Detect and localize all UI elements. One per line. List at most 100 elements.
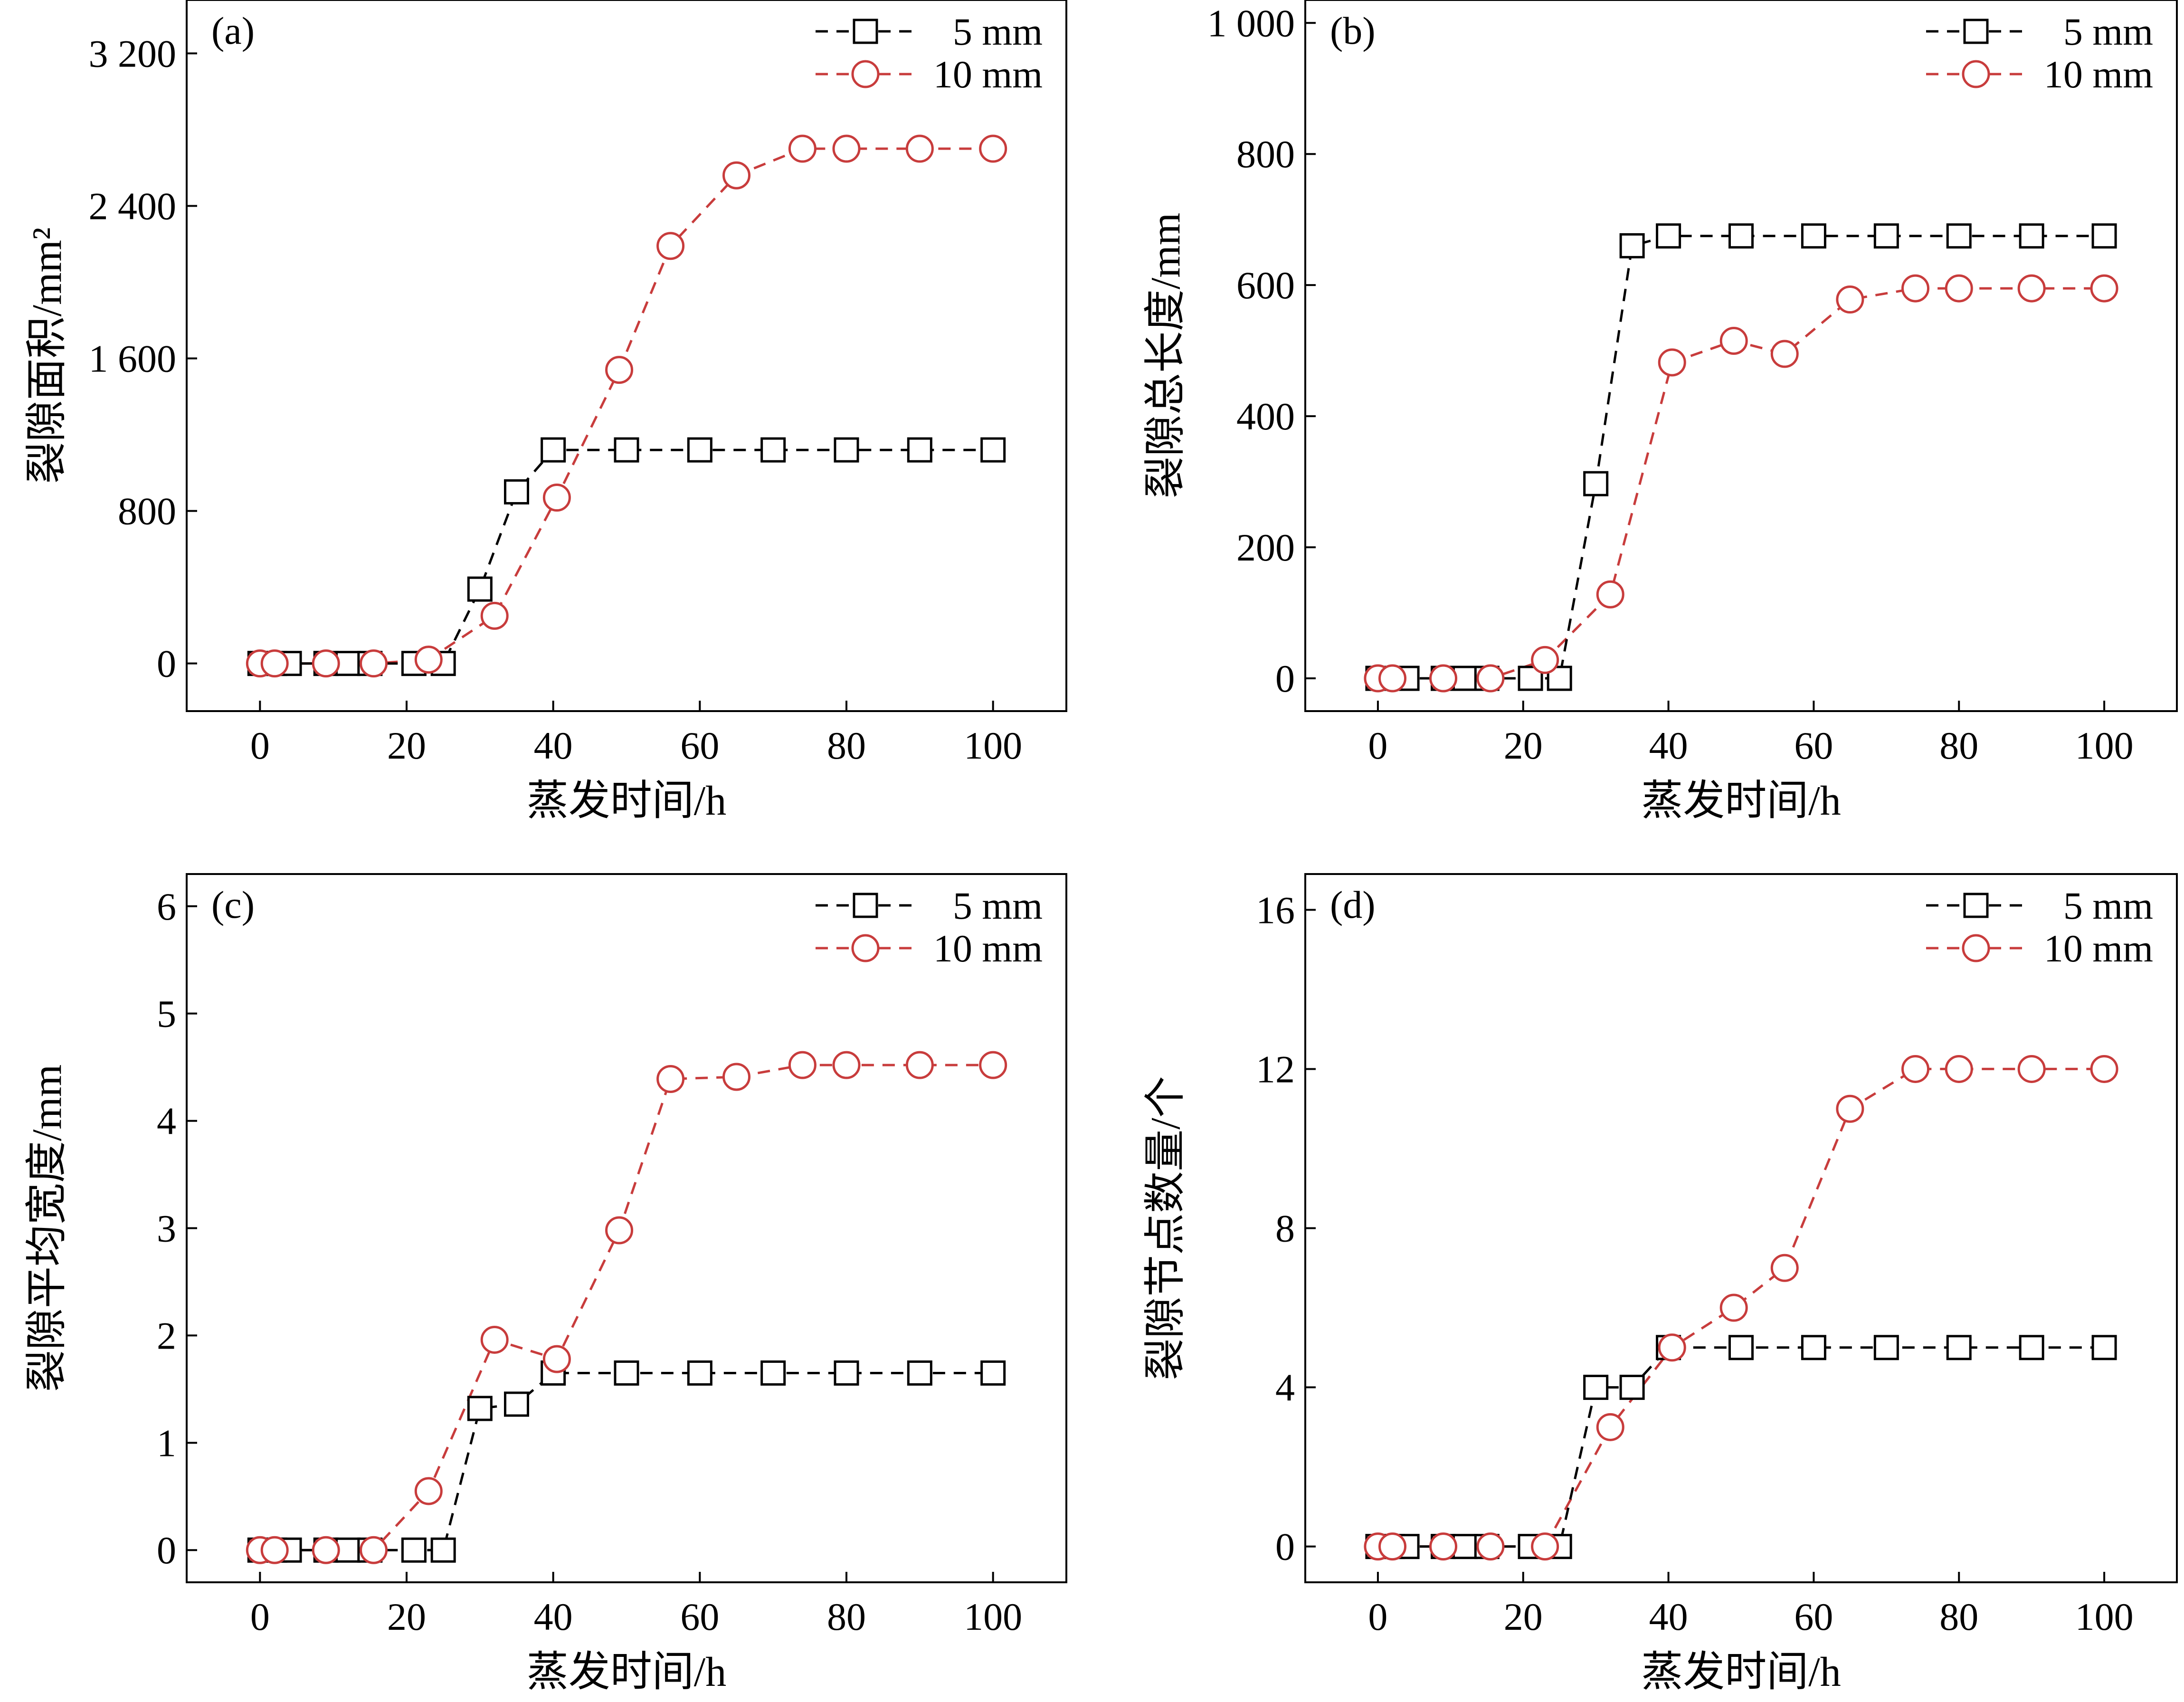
- y-tick-label-b: 600: [1236, 264, 1295, 307]
- y-tick-label-b: 800: [1236, 133, 1295, 176]
- legend-marker-10mm-d: [1962, 934, 1990, 962]
- series-line-5mm-d: [1377, 1346, 2105, 1548]
- legend-label-5mm-a: 5 mm: [953, 10, 1043, 53]
- x-tick-label-a: 40: [534, 724, 573, 767]
- data-point-10mm-d: [1429, 1532, 1458, 1561]
- data-point-5mm-c: [907, 1360, 932, 1386]
- data-point-10mm-c: [312, 1536, 340, 1564]
- data-point-10mm-c: [722, 1063, 750, 1091]
- data-point-10mm-b: [1719, 326, 1748, 355]
- data-point-10mm-c: [260, 1536, 289, 1564]
- data-point-10mm-b: [2090, 274, 2118, 303]
- x-tick-label-b: 0: [1368, 724, 1387, 767]
- data-point-5mm-c: [834, 1360, 859, 1386]
- x-tick-label-b: 80: [1939, 724, 1978, 767]
- x-tick-label-b: 100: [2075, 724, 2134, 767]
- data-point-5mm-b: [1728, 223, 1754, 249]
- data-point-5mm-b: [2019, 223, 2044, 249]
- data-point-10mm-d: [1770, 1254, 1799, 1282]
- legend-marker-5mm-a: [853, 19, 878, 44]
- data-point-10mm-d: [1531, 1532, 1559, 1561]
- data-point-10mm-b: [1770, 340, 1799, 368]
- panel-b: (b) 蒸发时间/h 裂隙总长度/mm 5 mm 10 mm 0 20 40 60 80…: [1143, 0, 2178, 824]
- data-point-5mm-b: [1946, 223, 1972, 249]
- data-point-5mm-a: [614, 437, 639, 463]
- data-point-5mm-a: [541, 437, 566, 463]
- data-point-10mm-b: [2017, 274, 2046, 303]
- data-point-5mm-d: [1873, 1335, 1899, 1360]
- panel-c: (c) 蒸发时间/h 裂隙平均宽度/mm 5 mm 10 mm 0 20 40 60 8…: [24, 873, 1067, 1695]
- data-point-10mm-c: [414, 1477, 443, 1505]
- x-tick-label-a: 100: [964, 724, 1022, 767]
- data-point-10mm-d: [1945, 1055, 1973, 1083]
- data-point-10mm-d: [1378, 1532, 1406, 1561]
- data-point-10mm-a: [979, 134, 1007, 163]
- x-tick-label-c: 40: [534, 1595, 573, 1638]
- y-tick-label-d: 16: [1256, 888, 1295, 932]
- data-point-5mm-a: [467, 576, 493, 602]
- data-point-10mm-a: [656, 232, 685, 260]
- data-point-5mm-d: [1583, 1375, 1609, 1400]
- y-tick-label-d: 4: [1275, 1366, 1295, 1409]
- data-point-10mm-a: [260, 649, 289, 678]
- data-point-5mm-a: [760, 437, 786, 463]
- data-point-5mm-c: [504, 1391, 529, 1417]
- x-tick-label-d: 60: [1794, 1595, 1833, 1638]
- y-axis-title-d: 裂隙节点数量/个: [1143, 1076, 1189, 1380]
- x-axis-title-b: 蒸发时间/h: [1641, 778, 1841, 824]
- data-point-5mm-d: [1801, 1335, 1826, 1360]
- data-point-10mm-d: [1719, 1293, 1748, 1322]
- data-point-10mm-c: [832, 1051, 861, 1079]
- data-point-10mm-a: [788, 134, 817, 163]
- legend-marker-5mm-b: [1963, 19, 1989, 44]
- y-tick-label-b: 1 000: [1207, 1, 1295, 45]
- plot-frame-a: [186, 0, 1067, 712]
- data-point-10mm-c: [605, 1216, 634, 1245]
- y-tick-label-a: 2 400: [89, 184, 177, 228]
- data-point-5mm-c: [760, 1360, 786, 1386]
- panel-label-b: (b): [1330, 9, 1376, 52]
- y-tick-label-a: 1 600: [89, 337, 177, 380]
- legend-label-5mm-d: 5 mm: [2063, 884, 2153, 927]
- y-tick-label-b: 200: [1236, 526, 1295, 569]
- x-tick-label-d: 20: [1504, 1595, 1543, 1638]
- legend-marker-5mm-d: [1963, 893, 1989, 918]
- data-point-10mm-c: [542, 1345, 571, 1373]
- data-point-5mm-b: [1583, 471, 1609, 496]
- data-point-10mm-b: [1901, 274, 1929, 303]
- data-point-5mm-a: [687, 437, 712, 463]
- series-line-5mm-c: [260, 1372, 993, 1551]
- series-line-5mm-b: [1377, 235, 2105, 680]
- data-point-10mm-d: [1658, 1333, 1686, 1362]
- plot-frame-d: [1304, 873, 2178, 1583]
- y-tick-label-c: 0: [157, 1529, 176, 1572]
- data-point-5mm-c: [467, 1396, 493, 1421]
- data-point-10mm-a: [542, 483, 571, 512]
- y-tick-label-a: 0: [157, 642, 176, 685]
- y-tick-label-c: 6: [157, 885, 176, 928]
- data-point-10mm-b: [1596, 580, 1624, 609]
- data-point-10mm-b: [1836, 285, 1864, 314]
- x-tick-label-c: 60: [680, 1595, 719, 1638]
- legend-marker-10mm-b: [1962, 60, 1990, 88]
- panel-a: (a) 蒸发时间/h 裂隙面积/mm² 5 mm 10 mm 0 20 40 60 80…: [24, 0, 1067, 824]
- y-tick-label-a: 800: [118, 490, 176, 533]
- data-point-10mm-d: [1836, 1094, 1864, 1123]
- data-point-10mm-a: [722, 161, 750, 190]
- data-point-5mm-a: [834, 437, 859, 463]
- legend-marker-10mm-c: [851, 934, 880, 962]
- data-point-10mm-b: [1429, 664, 1458, 693]
- data-point-10mm-a: [832, 134, 861, 163]
- data-point-10mm-d: [2090, 1055, 2118, 1083]
- legend-marker-10mm-a: [851, 60, 880, 88]
- x-tick-label-c: 100: [964, 1595, 1022, 1638]
- x-tick-label-b: 20: [1504, 724, 1543, 767]
- data-point-10mm-c: [979, 1051, 1007, 1079]
- data-point-10mm-c: [905, 1051, 934, 1079]
- x-tick-label-d: 80: [1939, 1595, 1978, 1638]
- data-point-5mm-d: [1452, 1534, 1478, 1559]
- x-tick-label-c: 0: [250, 1595, 270, 1638]
- data-point-10mm-a: [360, 649, 388, 678]
- x-tick-label-d: 40: [1649, 1595, 1688, 1638]
